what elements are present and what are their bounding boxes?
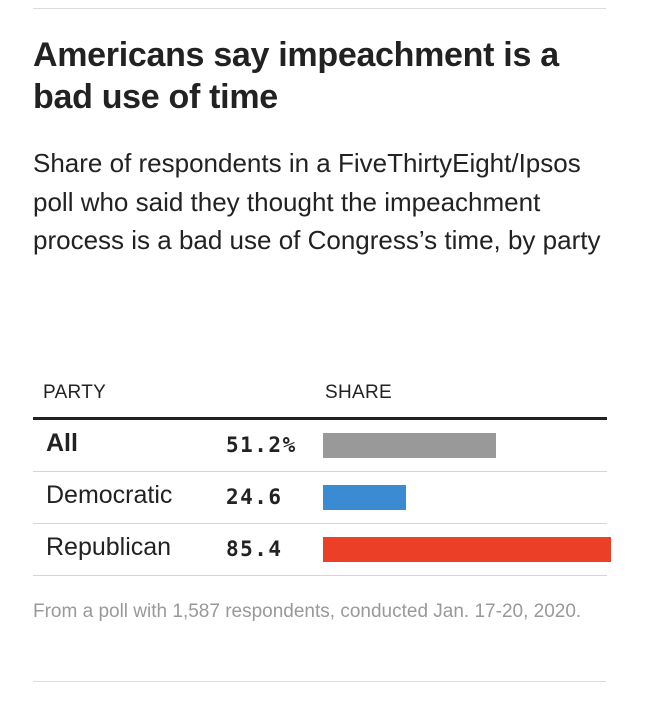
party-label: All bbox=[46, 429, 78, 457]
value-label: 24.6 bbox=[226, 485, 283, 509]
chart-title: Americans say impeachment is a bad use o… bbox=[33, 36, 559, 116]
party-label: Democratic bbox=[46, 481, 173, 509]
party-label: Republican bbox=[46, 533, 172, 561]
table-row: Republican 85.4 bbox=[33, 524, 611, 576]
top-divider bbox=[33, 8, 606, 9]
chart-subtitle: Share of respondents in a FiveThirtyEigh… bbox=[33, 148, 601, 255]
bar-table: PARTY SHARE All 51.2% Democratic 24.6 Republ… bbox=[33, 378, 611, 576]
bar-democratic bbox=[323, 485, 406, 510]
value-label: 51.2% bbox=[226, 433, 297, 457]
bottom-divider bbox=[33, 681, 606, 682]
value-label: 85.4 bbox=[226, 537, 283, 561]
bar-track bbox=[323, 433, 611, 458]
table-row: Democratic 24.6 bbox=[33, 472, 607, 524]
bar-all bbox=[323, 433, 496, 458]
bar-track bbox=[323, 485, 611, 510]
bar-track bbox=[323, 537, 611, 562]
party-column-header: PARTY bbox=[43, 382, 107, 403]
bar-republican bbox=[323, 537, 611, 562]
table-body: All 51.2% Democratic 24.6 Republican 85.4 bbox=[33, 420, 611, 576]
table-row: All 51.2% bbox=[33, 420, 607, 472]
footnote: From a poll with 1,587 respondents, cond… bbox=[33, 601, 582, 622]
share-column-header: SHARE bbox=[325, 382, 392, 403]
table-header: PARTY SHARE bbox=[33, 378, 607, 420]
